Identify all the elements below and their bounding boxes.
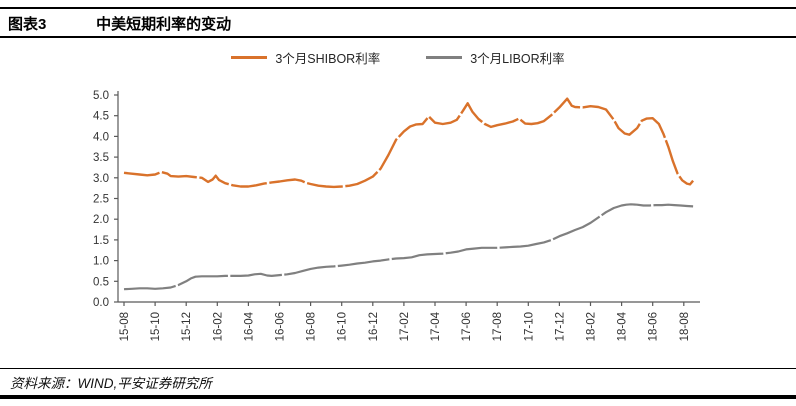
y-axis-tick-label: 3.5 bbox=[93, 152, 109, 164]
y-axis-tick-label: 1.5 bbox=[93, 235, 109, 247]
legend-label: 3个月SHIBOR利率 bbox=[275, 52, 381, 66]
y-axis-tick-label: 1.0 bbox=[93, 256, 109, 268]
y-axis-tick-label: 2.0 bbox=[93, 214, 109, 226]
x-axis-tick-label: 17-10 bbox=[523, 312, 535, 341]
legend-label: 3个月LIBOR利率 bbox=[470, 52, 565, 66]
x-axis-tick-label: 16-06 bbox=[275, 312, 287, 341]
x-axis-tick-label: 16-08 bbox=[306, 312, 318, 341]
figure-label: 图表3 bbox=[8, 16, 47, 33]
header-underline-rule bbox=[0, 36, 796, 38]
x-axis-tick-label: 18-04 bbox=[617, 311, 629, 341]
x-axis-tick-label: 17-08 bbox=[492, 312, 504, 341]
x-axis-tick-label: 16-12 bbox=[368, 312, 380, 341]
source-row: 资料来源：WIND,平安证券研究所 bbox=[10, 372, 790, 392]
x-axis-tick-label: 16-04 bbox=[243, 311, 255, 341]
x-axis-tick-label: 18-08 bbox=[679, 312, 691, 341]
source-divider-rule bbox=[0, 368, 796, 369]
x-axis-tick-label: 17-02 bbox=[399, 312, 411, 341]
legend-line-swatch bbox=[231, 56, 268, 59]
y-axis-tick-label: 5.0 bbox=[93, 90, 109, 102]
x-axis-tick-label: 17-06 bbox=[461, 312, 473, 341]
chart-legend: 3个月SHIBOR利率 3个月LIBOR利率 bbox=[0, 48, 796, 67]
top-border-rule bbox=[0, 7, 796, 9]
x-axis-tick-label: 15-12 bbox=[181, 312, 193, 341]
y-axis-tick-label: 0.0 bbox=[93, 297, 109, 309]
x-axis-tick-label: 17-04 bbox=[430, 311, 442, 341]
chart-svg: 0.0 0.5 1.0 1.5 2.0 2.5 3.0 3.5 4.0 4.5 5.0 15-08 15… bbox=[93, 90, 700, 341]
y-axis-tick-label: 4.5 bbox=[93, 111, 109, 123]
x-axis-tick-label: 18-02 bbox=[586, 312, 598, 341]
bottom-border-rule bbox=[0, 395, 796, 399]
source-note: 资料来源：WIND,平安证券研究所 bbox=[10, 376, 212, 391]
legend-line-swatch bbox=[426, 56, 463, 59]
x-axis-tick-label: 15-08 bbox=[119, 312, 131, 341]
legend-item-1: 3个月LIBOR利率 bbox=[426, 48, 565, 67]
chart-header: 图表3 中美短期利率的变动 bbox=[8, 13, 788, 35]
chart-axes: 0.0 0.5 1.0 1.5 2.0 2.5 3.0 3.5 4.0 4.5 5.0 15-08 15… bbox=[93, 90, 700, 341]
page-title: 中美短期利率的变动 bbox=[96, 16, 232, 33]
legend-item-0: 3个月SHIBOR利率 bbox=[231, 48, 380, 67]
series-line-0 bbox=[123, 97, 695, 189]
series-line-1 bbox=[123, 203, 694, 291]
x-axis-tick-label: 17-12 bbox=[554, 312, 566, 341]
x-axis-tick-label: 15-10 bbox=[150, 312, 162, 341]
x-axis-tick-label: 16-02 bbox=[212, 312, 224, 341]
x-axis-tick-label: 18-06 bbox=[648, 312, 660, 341]
x-axis-tick-label: 16-10 bbox=[337, 312, 349, 341]
y-axis-tick-label: 3.0 bbox=[93, 173, 109, 185]
y-axis-tick-label: 4.0 bbox=[93, 131, 109, 143]
y-axis-tick-label: 2.5 bbox=[93, 194, 109, 206]
y-axis-tick-label: 0.5 bbox=[93, 276, 109, 288]
